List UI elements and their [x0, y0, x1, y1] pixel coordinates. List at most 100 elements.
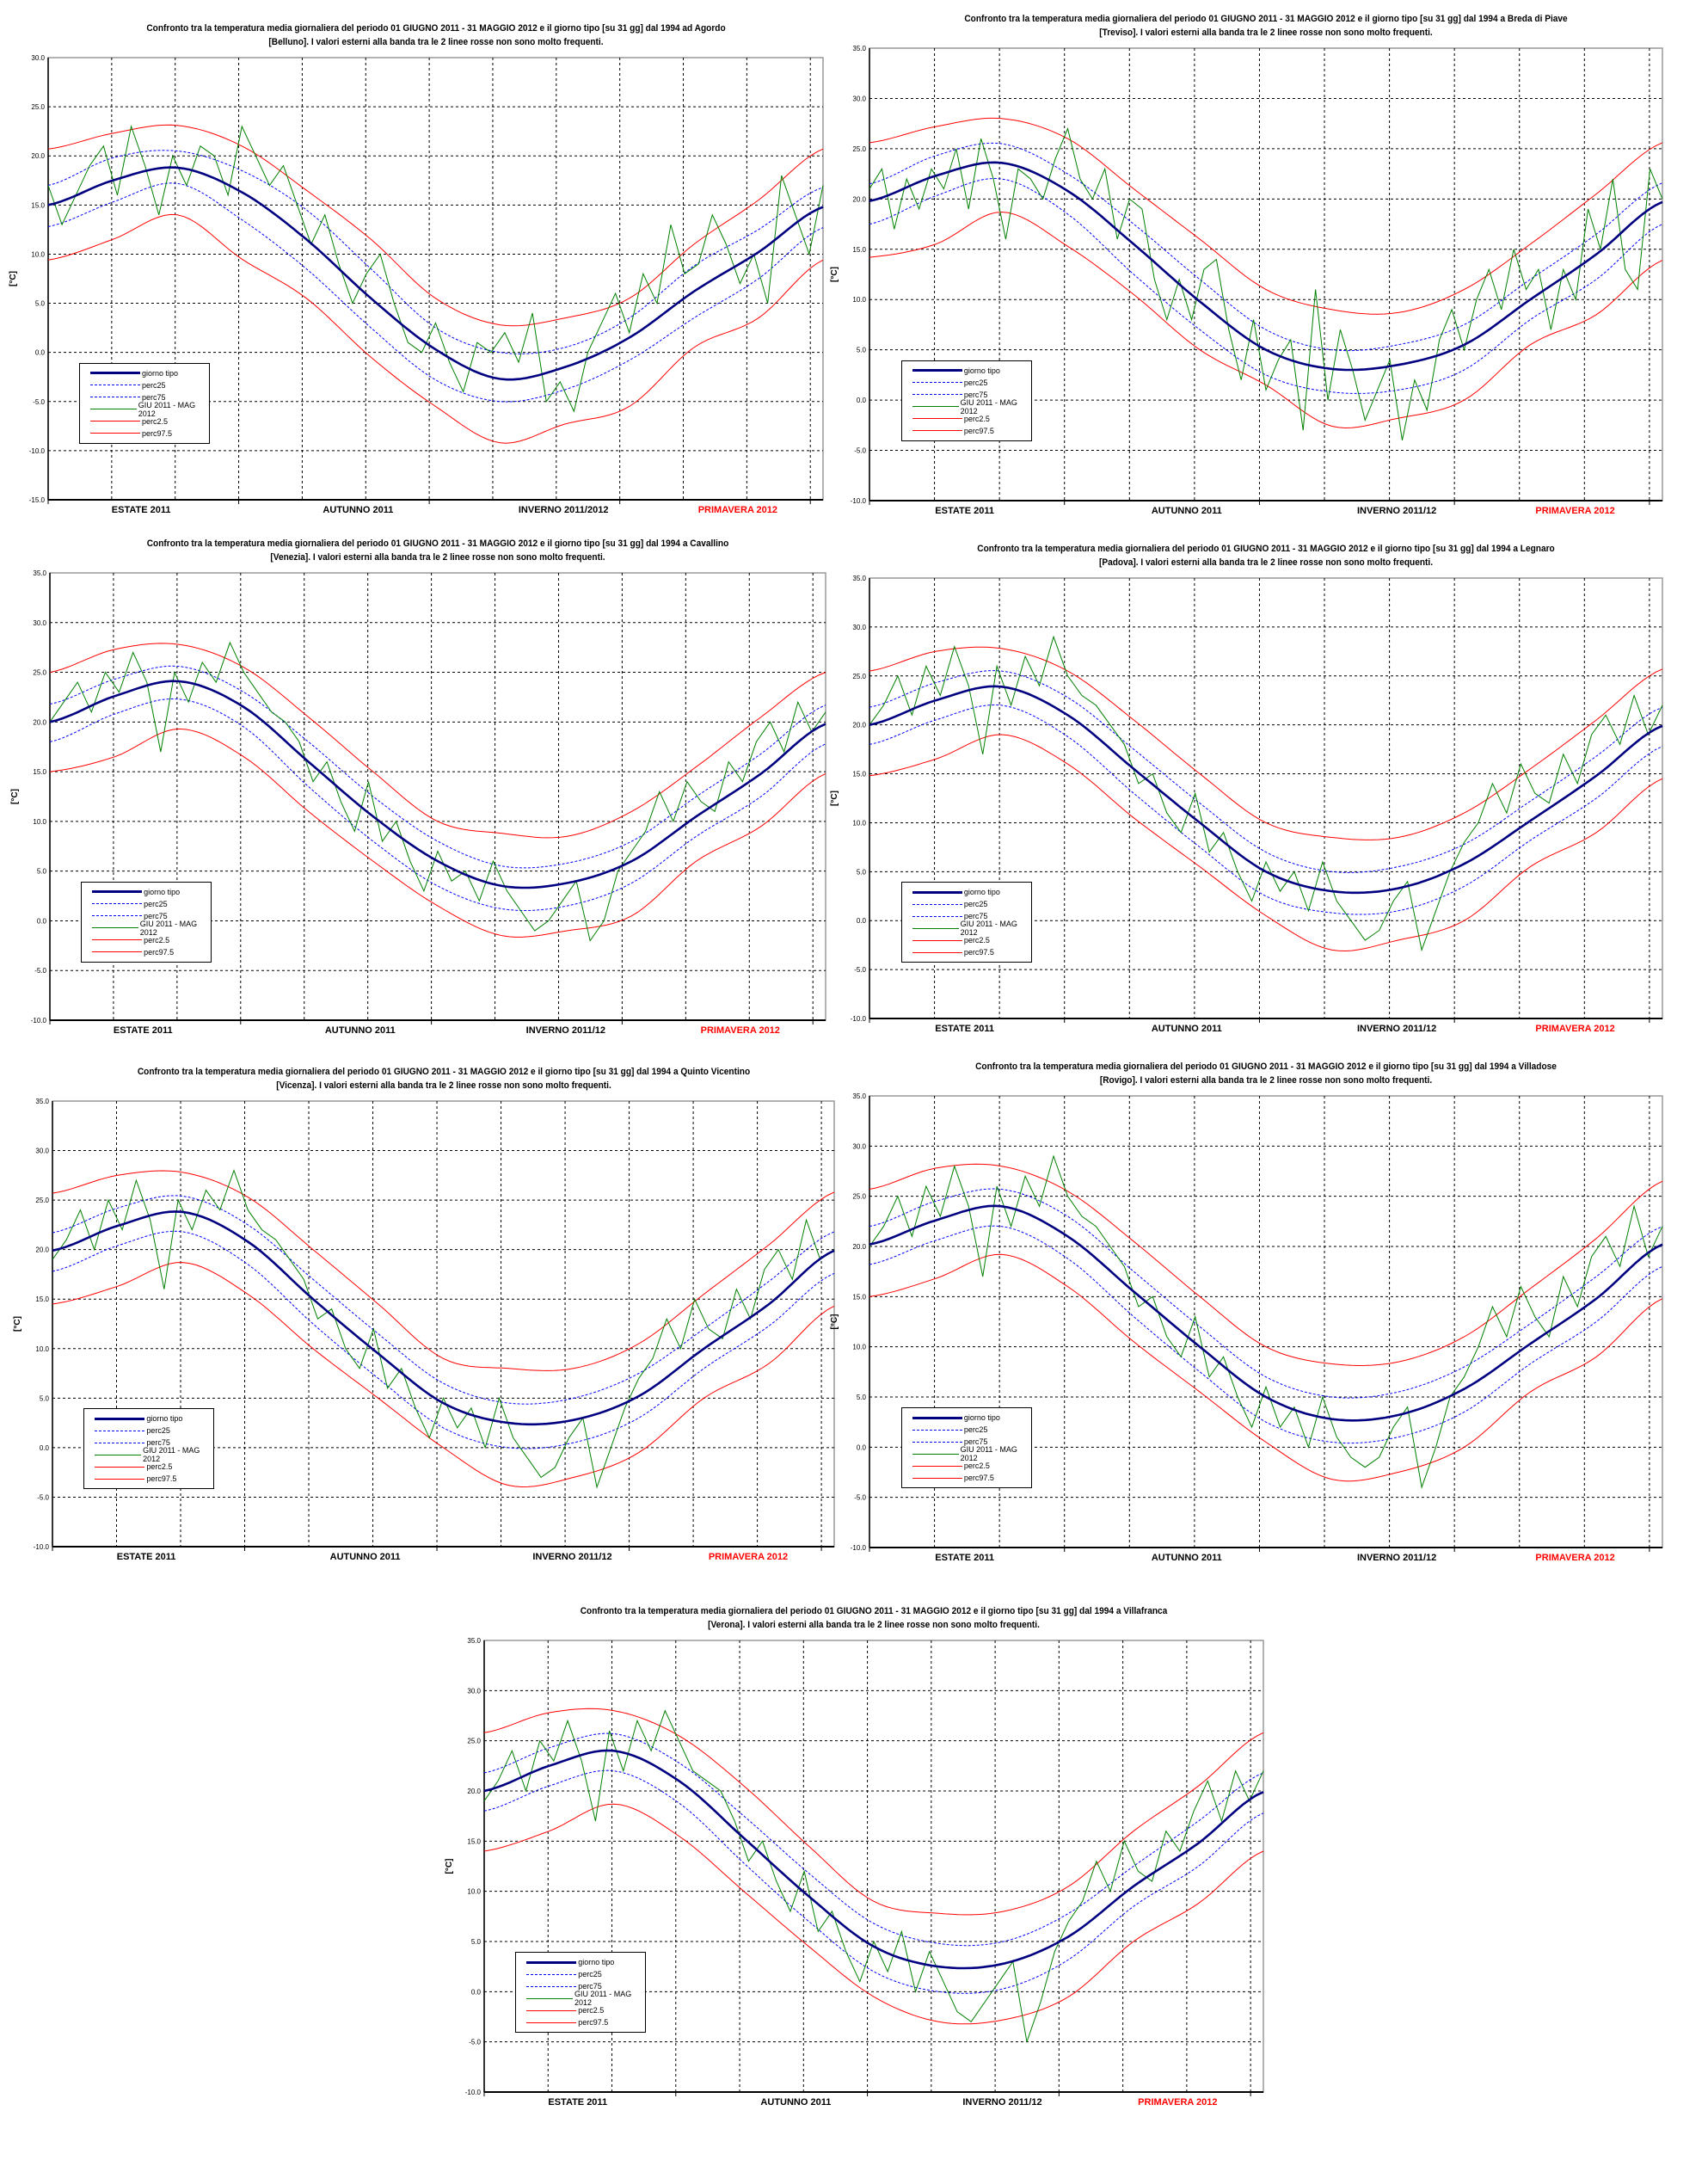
season-label: PRIMAVERA 2012: [1535, 506, 1615, 516]
y-tick-label: 35.0: [852, 45, 866, 52]
legend-swatch: [92, 890, 143, 894]
legend-swatch: [912, 1477, 962, 1479]
legend-swatch: [95, 1478, 145, 1480]
legend-swatch: [526, 1997, 573, 1999]
series-line-perc2-5: [483, 1803, 1264, 2025]
legend-label: perc75: [142, 392, 166, 402]
legend: giorno tipo perc25 perc75 GIU 2011 - MAG 20…: [81, 881, 212, 963]
y-tick-label: 15.0: [852, 246, 866, 254]
legend-item: giorno tipo: [902, 886, 1031, 898]
y-tick-label: 20.0: [852, 195, 866, 203]
y-tick-label: -15.0: [29, 496, 46, 504]
series-line-perc25: [483, 1769, 1264, 1994]
series-line-perc97-5: [869, 646, 1663, 840]
chart-title-line: Confronto tra la temperatura media giorn…: [137, 1067, 750, 1077]
legend-label: giorno tipo: [963, 1413, 1000, 1423]
season-label: AUTUNNO 2011: [760, 2097, 832, 2108]
legend-label: giorno tipo: [963, 366, 1000, 375]
legend-label: GIU 2011 - MAG 2012: [960, 1445, 1017, 1463]
legend-item: perc25: [902, 898, 1031, 910]
series-line-giu-2011-mag-2012: [52, 1169, 835, 1489]
legend-swatch: [526, 2009, 577, 2011]
season-label: ESTATE 2011: [111, 505, 171, 515]
season-label: INVERNO 2011/12: [962, 2097, 1042, 2108]
legend-label: perc25: [146, 1426, 170, 1436]
legend-label: GIU 2011 - MAG 2012: [960, 920, 1017, 938]
season-label: AUTUNNO 2011: [1151, 506, 1222, 516]
chart-title-line: Confronto tra la temperatura media giorn…: [146, 538, 729, 549]
legend-label: GIU 2011 - MAG 2012: [960, 397, 1017, 415]
legend-label: perc75: [578, 1982, 602, 1991]
series-line-perc97-5: [52, 1170, 835, 1371]
legend-swatch: [95, 1417, 145, 1420]
chart-title-line: Confronto tra la temperatura media giorn…: [964, 14, 1568, 24]
legend-swatch: [912, 1429, 962, 1431]
legend-swatch: [90, 421, 141, 422]
legend-label: GIU 2011 - MAG 2012: [143, 1446, 200, 1464]
legend-item: perc97.5: [80, 428, 209, 440]
legend-item: GIU 2011 - MAG 2012: [80, 401, 209, 418]
y-tick-label: 30.0: [467, 1687, 481, 1695]
series-line-giorno-tipo: [49, 680, 826, 889]
chart-title-line: [Treviso]. I valori esterni alla banda t…: [1099, 28, 1433, 38]
y-tick-label: 20.0: [852, 1243, 866, 1251]
legend-swatch: [912, 890, 962, 894]
y-tick-label: 0.0: [40, 1444, 50, 1452]
legend-item: perc25: [516, 1968, 645, 1980]
legend-label: giorno tipo: [963, 888, 1000, 897]
legend-label: perc2.5: [963, 414, 990, 423]
y-tick-label: 10.0: [33, 818, 46, 826]
legend-label: perc97.5: [144, 947, 175, 957]
y-tick-label: 15.0: [31, 201, 45, 209]
legend-item: perc97.5: [84, 1473, 213, 1485]
legend: giorno tipo perc25 perc75 GIU 2011 - MAG 20…: [900, 360, 1032, 441]
y-tick-label: -5.0: [37, 1493, 49, 1501]
legend-item: perc75: [902, 389, 1031, 401]
y-tick-label: 35.0: [35, 1098, 49, 1105]
legend-item: perc2.5: [902, 413, 1031, 425]
series-line-perc97-5: [869, 117, 1663, 315]
legend-item: perc75: [516, 1980, 645, 1992]
legend-label: perc75: [963, 390, 988, 399]
legend-item: perc97.5: [902, 425, 1031, 437]
legend-label: giorno tipo: [146, 1414, 183, 1424]
chart-title-line: [Verona]. I valori esterni alla banda tr…: [708, 1620, 1040, 1630]
legend: giorno tipo perc25 perc75 GIU 2011 - MAG 20…: [515, 1952, 647, 2034]
y-tick-label: 0.0: [471, 1988, 482, 1996]
legend-swatch: [912, 915, 962, 917]
series-line-perc2-5: [49, 728, 826, 938]
y-tick-label: 20.0: [31, 152, 45, 160]
y-tick-label: 25.0: [852, 145, 866, 153]
series-line-giu-2011-mag-2012: [483, 1709, 1264, 2042]
y-tick-label: -5.0: [34, 967, 46, 975]
y-tick-label: 0.0: [35, 349, 46, 357]
legend-swatch: [912, 1465, 962, 1467]
legend-label: perc2.5: [144, 935, 170, 945]
legend-item: giorno tipo: [902, 365, 1031, 377]
season-label: ESTATE 2011: [113, 1025, 173, 1036]
y-tick-label: 30.0: [852, 1142, 866, 1150]
season-label: AUTUNNO 2011: [323, 505, 394, 515]
y-tick-label: 30.0: [31, 54, 45, 62]
season-label: AUTUNNO 2011: [1151, 1553, 1222, 1563]
legend-item: perc25: [80, 379, 209, 391]
y-tick-label: 10.0: [852, 1344, 866, 1351]
legend-item: perc2.5: [902, 1460, 1031, 1472]
y-tick-label: 25.0: [852, 1193, 866, 1201]
legend-item: giorno tipo: [84, 1412, 213, 1425]
legend-swatch: [95, 1466, 145, 1468]
y-tick-label: -10.0: [29, 447, 46, 455]
legend-label: perc75: [146, 1438, 170, 1448]
legend-swatch: [90, 433, 141, 434]
y-tick-label: -10.0: [465, 2089, 482, 2096]
y-tick-label: -10.0: [851, 1015, 867, 1023]
legend-item: GIU 2011 - MAG 2012: [902, 920, 1031, 938]
legend-swatch: [92, 915, 143, 917]
y-tick-label: -10.0: [851, 1544, 867, 1552]
legend-label: giorno tipo: [578, 1958, 615, 1967]
legend-label: perc2.5: [146, 1462, 173, 1472]
chart-title-line: Confronto tra la temperatura media giorn…: [975, 1062, 1557, 1072]
series-line-perc2-5: [52, 1262, 835, 1488]
legend-item: perc75: [84, 1437, 213, 1449]
